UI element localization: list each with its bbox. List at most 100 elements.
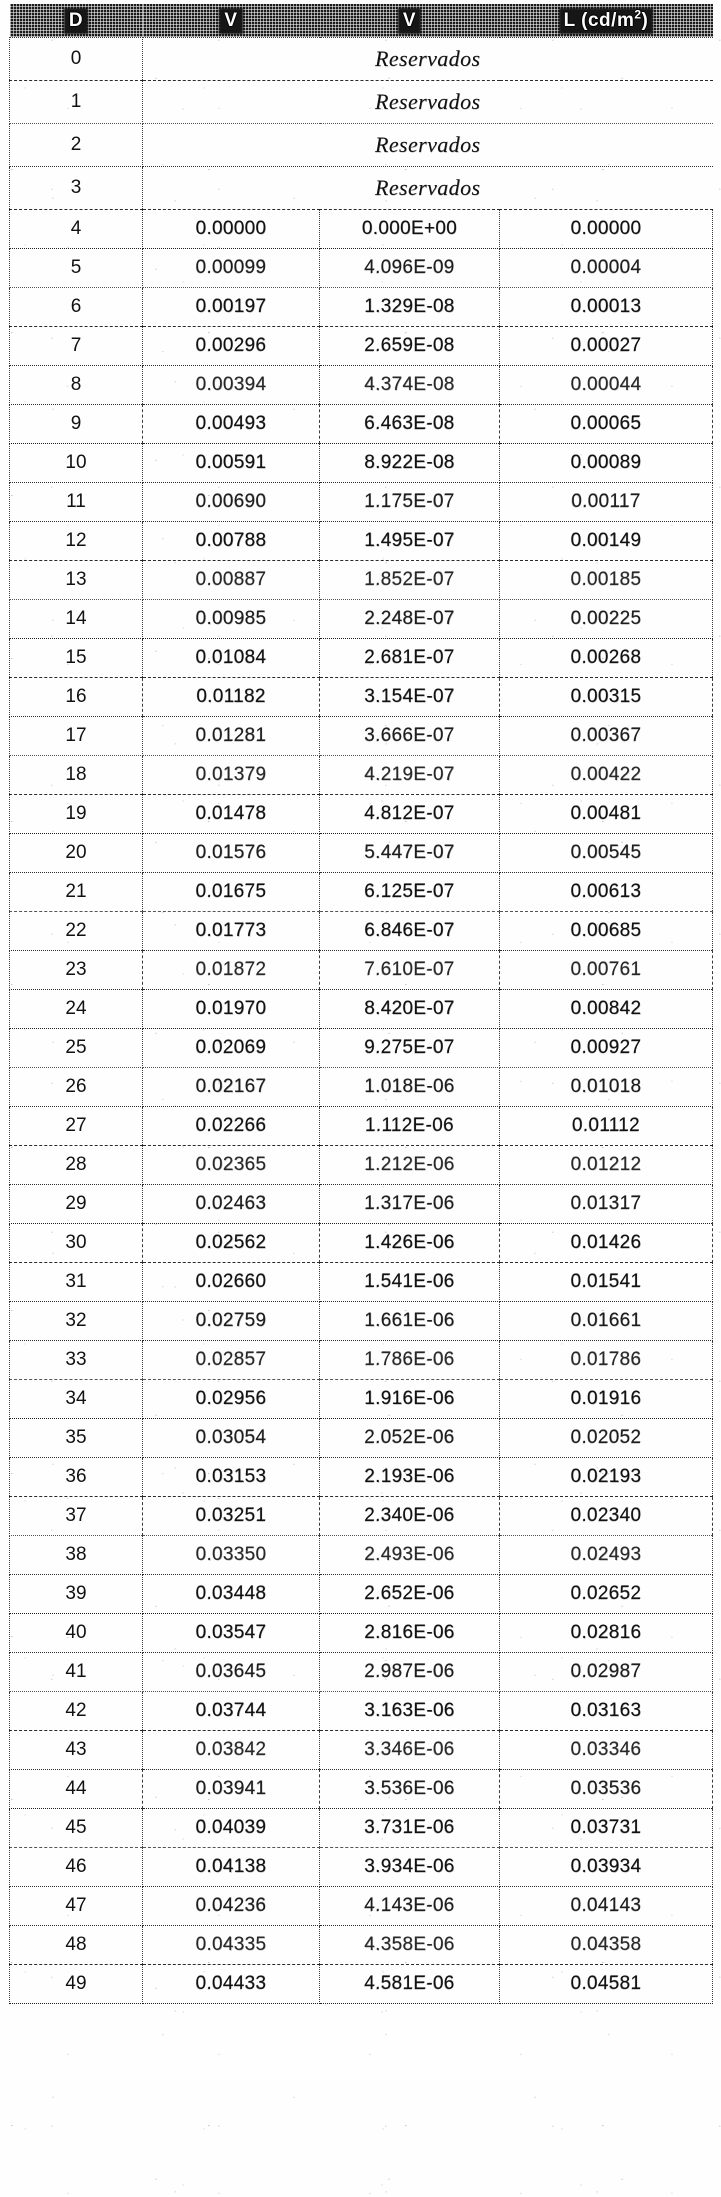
cell-v2-value: 1.212E-06: [364, 1154, 454, 1176]
cell-v1-value: 0.02463: [196, 1193, 267, 1215]
cell-v2: 2.052E-06: [320, 1419, 500, 1458]
cell-d: 33: [10, 1341, 143, 1380]
table-row: 370.032512.340E-060.02340: [10, 1497, 713, 1536]
cell-v2: 4.374E-08: [320, 366, 500, 405]
cell-luminance: 0.02652: [500, 1575, 713, 1614]
table-row: 280.023651.212E-060.01212: [10, 1146, 713, 1185]
cell-v1: 0.03744: [143, 1692, 320, 1731]
table-row: 360.031532.193E-060.02193: [10, 1458, 713, 1497]
cell-v2-value: 1.112E-06: [365, 1115, 454, 1137]
cell-luminance: 0.02340: [500, 1497, 713, 1536]
cell-luminance-value: 0.02193: [571, 1466, 642, 1488]
cell-d: 44: [10, 1770, 143, 1809]
cell-d: 19: [10, 795, 143, 834]
cell-d: 39: [10, 1575, 143, 1614]
cell-v2-value: 3.154E-07: [364, 686, 454, 708]
cell-v1: 0.00690: [143, 483, 320, 522]
cell-v1: 0.02069: [143, 1029, 320, 1068]
table-row: 120.007881.495E-070.00149: [10, 522, 713, 561]
cell-v1-value: 0.00887: [196, 569, 267, 591]
cell-v1-value: 0.01675: [196, 881, 267, 903]
cell-luminance: 0.01661: [500, 1302, 713, 1341]
cell-luminance-value: 0.00013: [571, 296, 642, 318]
cell-luminance: 0.00422: [500, 756, 713, 795]
cell-v1: 0.02266: [143, 1107, 320, 1146]
cell-v1: 0.02167: [143, 1068, 320, 1107]
cell-luminance: 0.00481: [500, 795, 713, 834]
cell-v2-value: 1.426E-06: [364, 1232, 454, 1254]
table-row: 140.009852.248E-070.00225: [10, 600, 713, 639]
scanned-page: D V V L (cd/m2) 0Reservados1Reservados2R…: [0, 0, 721, 2197]
cell-v2: 1.852E-07: [320, 561, 500, 600]
cell-reservados: Reservados: [143, 81, 713, 124]
cell-luminance-value: 0.01112: [572, 1115, 640, 1137]
cell-luminance-value: 0.00027: [571, 335, 642, 357]
cell-v2: 8.420E-07: [320, 990, 500, 1029]
cell-v1: 0.02857: [143, 1341, 320, 1380]
cell-luminance-value: 0.00761: [571, 959, 642, 981]
cell-luminance-value: 0.00685: [571, 920, 642, 942]
cell-v2-value: 4.143E-06: [364, 1895, 454, 1917]
cell-luminance-value: 0.01317: [571, 1193, 642, 1215]
cell-luminance-value: 0.03731: [571, 1817, 642, 1839]
cell-luminance-value: 0.00000: [571, 218, 642, 240]
cell-luminance-value: 0.01212: [571, 1154, 642, 1176]
cell-d: 9: [10, 405, 143, 444]
table-row: 410.036452.987E-060.02987: [10, 1653, 713, 1692]
cell-d: 5: [10, 249, 143, 288]
cell-v1: 0.03054: [143, 1419, 320, 1458]
cell-luminance: 0.03536: [500, 1770, 713, 1809]
cell-reservados: Reservados: [143, 124, 713, 167]
table-row: 440.039413.536E-060.03536: [10, 1770, 713, 1809]
cell-v2-value: 4.096E-09: [364, 257, 454, 279]
table-row: 110.006901.175E-070.00117: [10, 483, 713, 522]
cell-d: 12: [10, 522, 143, 561]
cell-luminance-value: 0.02052: [571, 1427, 642, 1449]
table-row: 310.026601.541E-060.01541: [10, 1263, 713, 1302]
cell-luminance-value: 0.00117: [571, 491, 640, 513]
table-row: 400.035472.816E-060.02816: [10, 1614, 713, 1653]
cell-d: 20: [10, 834, 143, 873]
cell-luminance-value: 0.03163: [571, 1700, 642, 1722]
column-header-v2: V: [320, 4, 500, 38]
table-row: 9 0.00493 6.463E-08 0.00065: [10, 405, 713, 444]
cell-v2-value: 4.812E-07: [364, 803, 454, 825]
cell-v2-value: 1.317E-06: [364, 1193, 454, 1215]
cell-v2-value: 2.493E-06: [364, 1544, 454, 1566]
cell-v1-value: 0.03054: [196, 1427, 267, 1449]
table-row: 200.015765.447E-070.00545: [10, 834, 713, 873]
cell-luminance: 0.00268: [500, 639, 713, 678]
cell-luminance-value: 0.00004: [571, 257, 642, 279]
table-row: 290.024631.317E-060.01317: [10, 1185, 713, 1224]
cell-luminance-value: 0.00065: [571, 413, 642, 435]
table-row: 160.011823.154E-070.00315: [10, 678, 713, 717]
cell-v2: 2.681E-07: [320, 639, 500, 678]
cell-v2: 1.916E-06: [320, 1380, 500, 1419]
cell-v1-value: 0.00493: [196, 413, 267, 435]
cell-d: 24: [10, 990, 143, 1029]
cell-v2: 4.581E-06: [320, 1965, 500, 2004]
cell-v2: 6.463E-08: [320, 405, 500, 444]
table-row: 270.022661.112E-060.01112: [10, 1107, 713, 1146]
cell-v2: 1.661E-06: [320, 1302, 500, 1341]
cell-v2: 1.212E-06: [320, 1146, 500, 1185]
cell-luminance: 0.00367: [500, 717, 713, 756]
cell-luminance-value: 0.01426: [571, 1232, 642, 1254]
table-row: 2Reservados: [10, 124, 713, 167]
cell-v2-value: 8.922E-08: [364, 452, 454, 474]
table-row: 250.020699.275E-070.00927: [10, 1029, 713, 1068]
cell-v2-value: 7.610E-07: [364, 959, 454, 981]
cell-v2: 1.018E-06: [320, 1068, 500, 1107]
cell-v1-value: 0.01872: [196, 959, 267, 981]
cell-d: 17: [10, 717, 143, 756]
cell-v2-value: 2.193E-06: [364, 1466, 454, 1488]
cell-v1-value: 0.01084: [196, 647, 267, 669]
cell-v1: 0.01970: [143, 990, 320, 1029]
cell-v2-value: 1.329E-08: [364, 296, 454, 318]
table-row: 190.014784.812E-070.00481: [10, 795, 713, 834]
cell-v1-value: 0.02857: [196, 1349, 267, 1371]
cell-luminance: 0.00000: [500, 210, 713, 249]
cell-v2-value: 2.340E-06: [364, 1505, 454, 1527]
cell-v2-value: 2.652E-06: [364, 1583, 454, 1605]
cell-v2-value: 3.731E-06: [364, 1817, 454, 1839]
